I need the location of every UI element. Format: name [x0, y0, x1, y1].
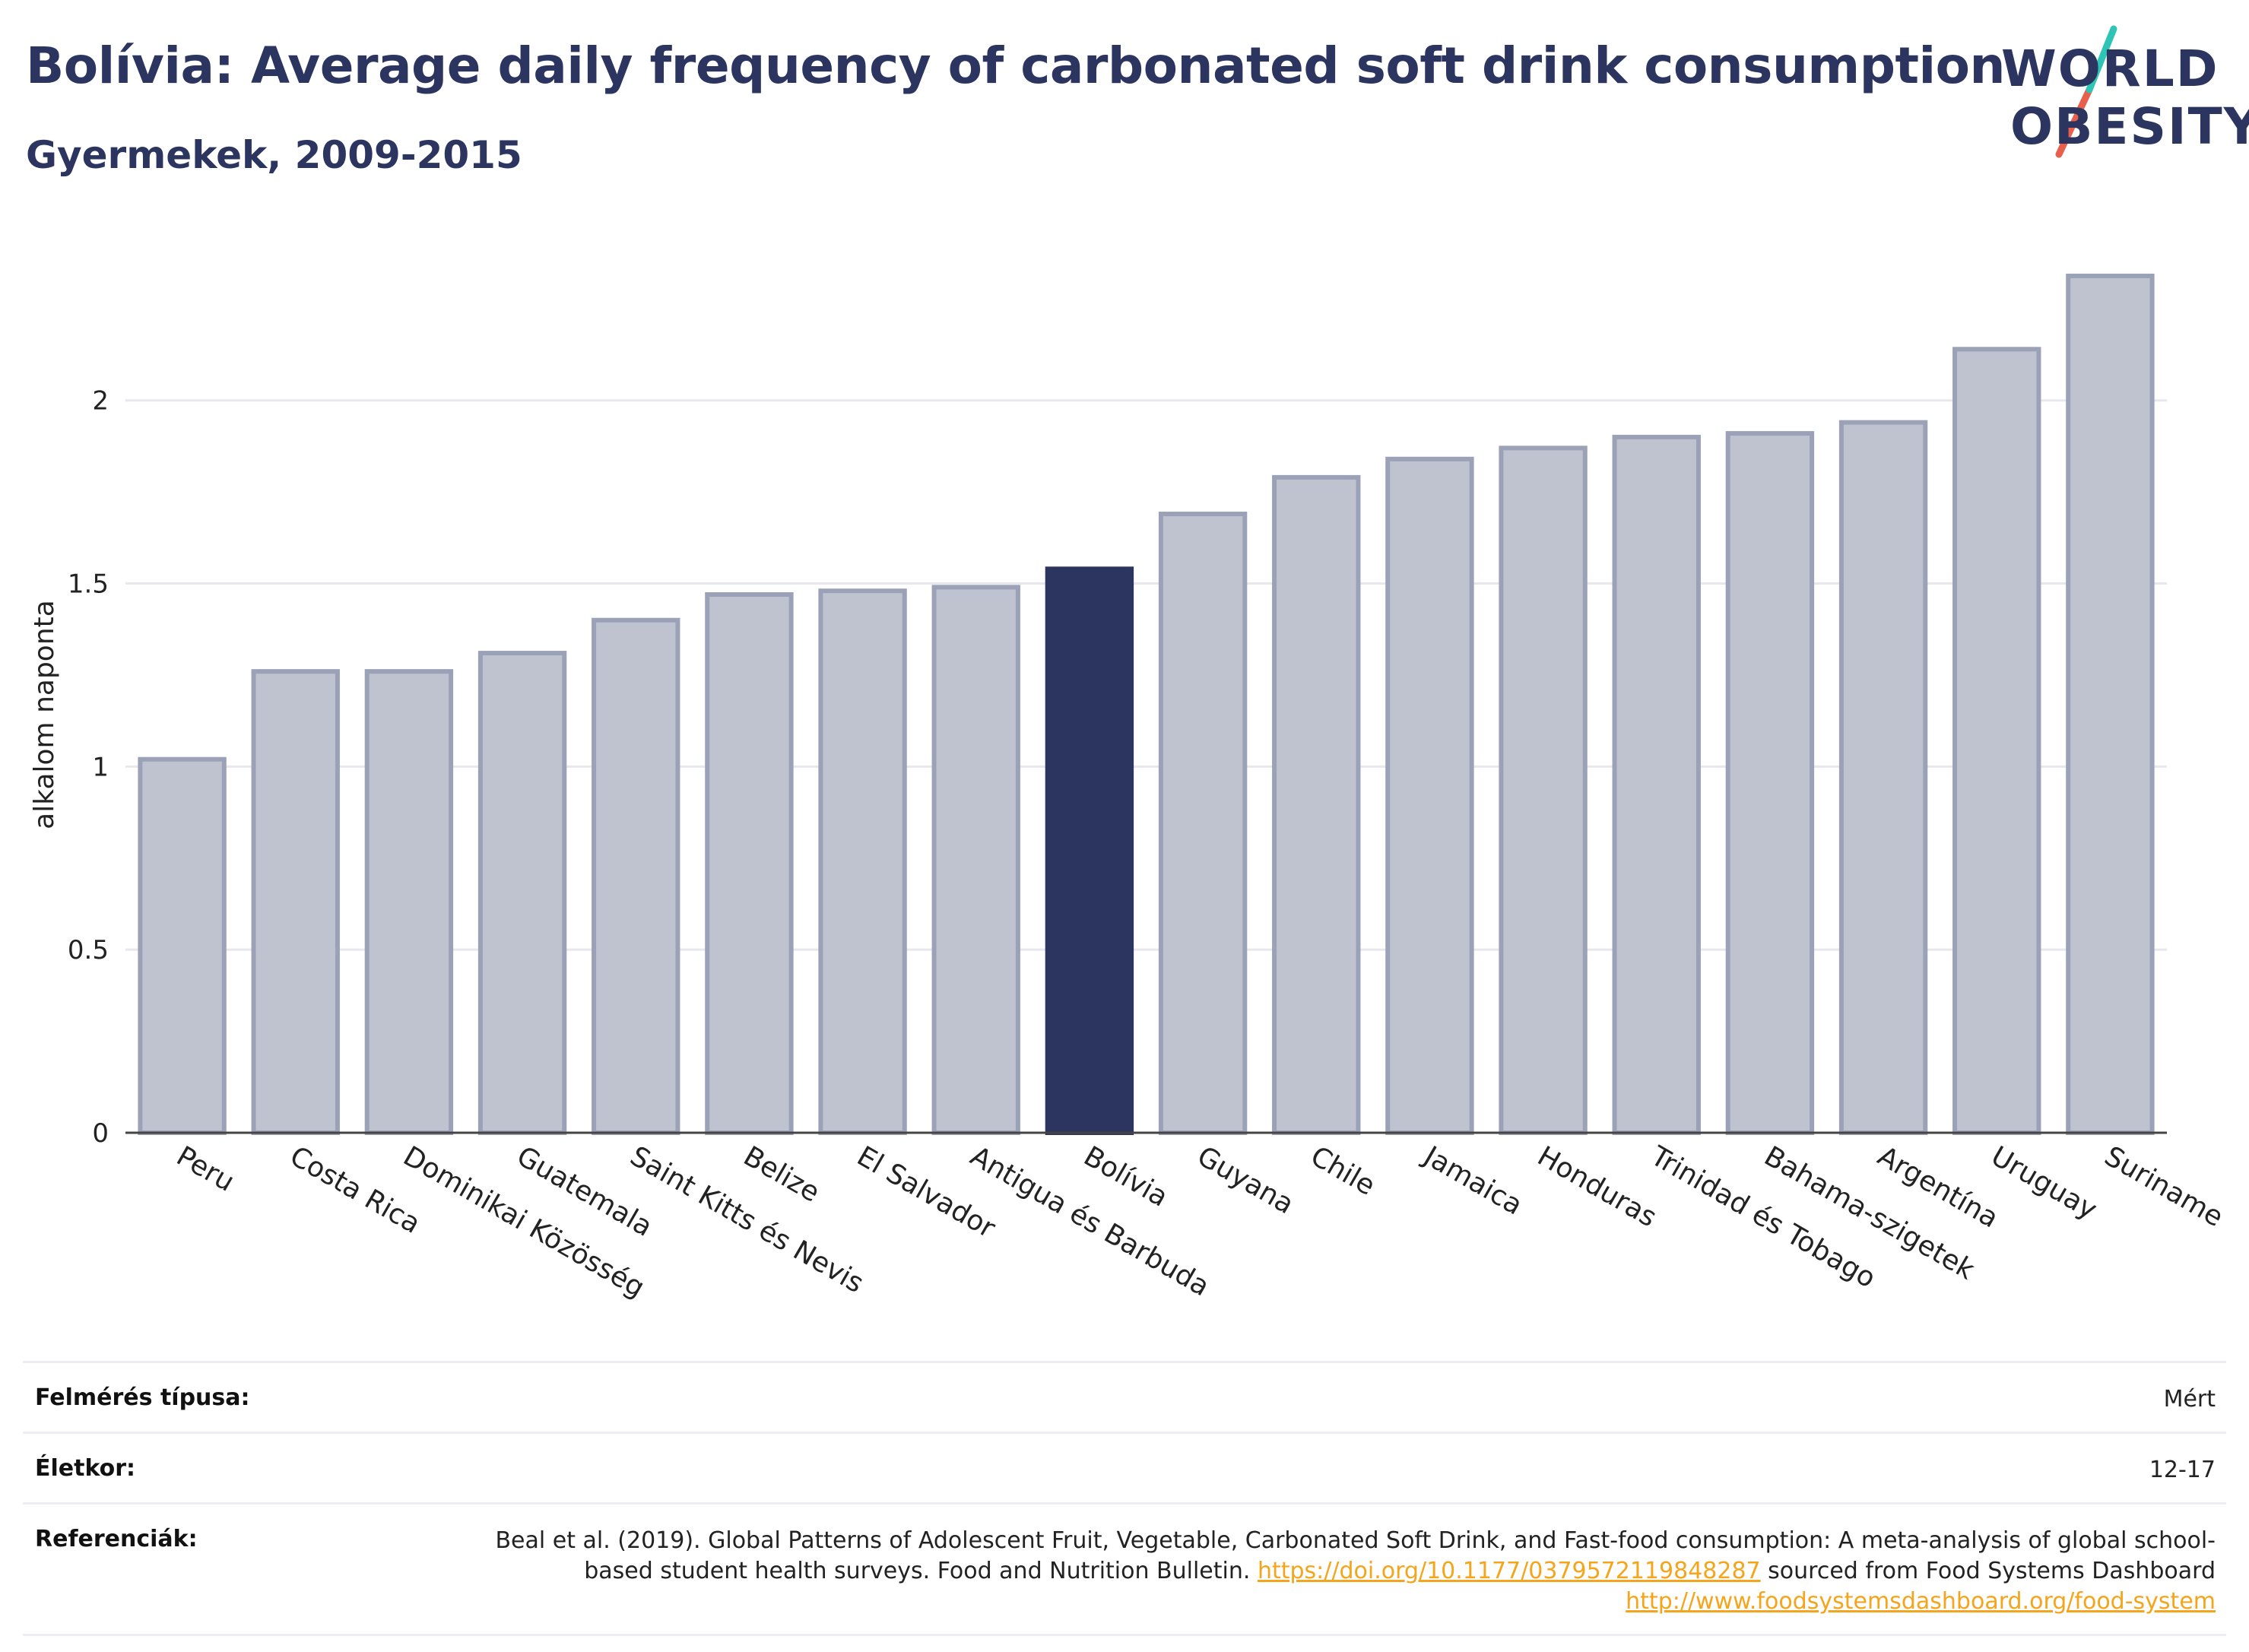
bar-argentína[interactable] — [1838, 420, 1928, 1136]
y-tick-label: 1 — [92, 752, 109, 782]
y-tick-label: 1.5 — [68, 569, 109, 600]
reference-source-text: sourced from Food Systems Dashboard — [1768, 1558, 2216, 1584]
x-tick-label: Peru — [171, 1140, 239, 1198]
age-label: Életkor: — [35, 1455, 136, 1482]
bar-antigua-és-barbuda[interactable] — [931, 585, 1020, 1135]
bar-suriname[interactable] — [2066, 273, 2155, 1135]
food-systems-link[interactable]: http://www.foodsystemsdashboard.org/food… — [1626, 1588, 2216, 1615]
bar-uruguay[interactable] — [1952, 347, 2041, 1135]
x-tick-label: Chile — [1305, 1140, 1381, 1202]
bar-honduras[interactable] — [1499, 446, 1588, 1135]
bar-belize[interactable] — [705, 592, 794, 1135]
chart-title: Bolívia: Average daily frequency of carb… — [26, 36, 2005, 95]
y-tick-label: 0.5 — [68, 935, 109, 966]
bar-bahama-szigetek[interactable] — [1725, 431, 1815, 1136]
reference-text: Beal et al. (2019). Global Patterns of A… — [495, 1527, 2216, 1584]
info-row-survey: Felmérés típusa: Mért — [23, 1361, 2226, 1432]
x-tick-label: Bolívia — [1078, 1140, 1173, 1213]
x-tick-label: Suriname — [2099, 1140, 2228, 1233]
bar-el-salvador[interactable] — [818, 588, 907, 1135]
x-tick-label: Honduras — [1532, 1140, 1661, 1233]
bar-guyana[interactable] — [1158, 512, 1248, 1135]
info-row-references: Referenciák: Beal et al. (2019). Global … — [23, 1502, 2226, 1636]
logo-text-obesity: OBESITY — [2010, 97, 2249, 156]
info-row-age: Életkor: 12-17 — [23, 1432, 2226, 1502]
bar-guatemala[interactable] — [477, 651, 567, 1135]
logo-text-world: WORLD — [2001, 40, 2219, 98]
bar-bolívia[interactable] — [1045, 566, 1134, 1135]
x-tick-label: Belize — [738, 1140, 825, 1208]
y-tick-label: 2 — [92, 386, 109, 417]
y-tick-label: 0 — [92, 1118, 109, 1149]
grid-lines — [125, 399, 2167, 951]
logo-slash-icon — [2055, 25, 2117, 158]
doi-link[interactable]: https://doi.org/10.1177/0379572119848287 — [1257, 1558, 1761, 1584]
y-axis-label: alkalom naponta — [29, 600, 60, 829]
x-tick-label: Guyana — [1192, 1140, 1299, 1220]
references-label: Referenciák: — [35, 1526, 198, 1552]
references-value: Beal et al. (2019). Global Patterns of A… — [482, 1526, 2216, 1617]
survey-type-value: Mért — [2163, 1386, 2216, 1413]
bar-saint-kitts-és-nevis[interactable] — [592, 617, 680, 1135]
survey-type-label: Felmérés típusa: — [35, 1384, 250, 1411]
x-tick-label: Uruguay — [1986, 1140, 2102, 1226]
bar-peru[interactable] — [138, 756, 227, 1135]
bar-trinidad-és-tobago[interactable] — [1612, 434, 1701, 1135]
chart-subtitle: Gyermekek, 2009-2015 — [26, 133, 522, 177]
world-obesity-logo: WORLD OBESITY — [1992, 21, 2249, 166]
y-axis-ticks: 0 0.5 1 1.5 2 — [68, 386, 109, 1149]
bar-dominikai-közösség[interactable] — [364, 669, 454, 1135]
bar-chile[interactable] — [1272, 474, 1361, 1135]
x-tick-label: Jamaica — [1417, 1140, 1527, 1221]
bars — [138, 273, 2155, 1136]
bar-costa-rica[interactable] — [251, 669, 340, 1135]
info-table: Felmérés típusa: Mért Életkor: 12-17 Ref… — [23, 1361, 2226, 1636]
bar-jamaica[interactable] — [1385, 456, 1474, 1136]
age-value: 12-17 — [2149, 1457, 2216, 1483]
